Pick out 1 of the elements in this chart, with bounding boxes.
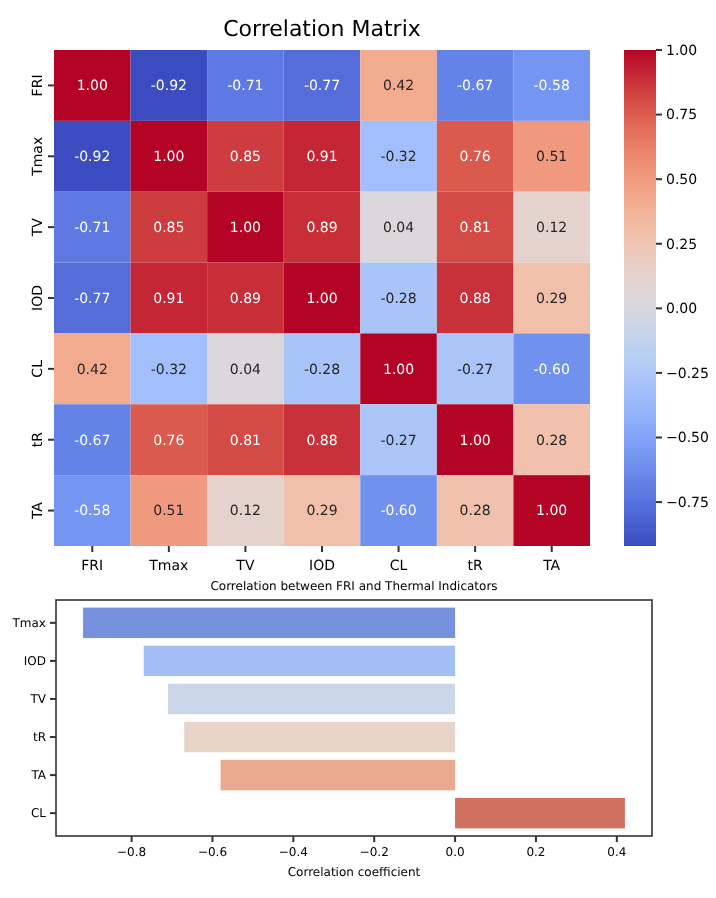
chart-title: Correlation Matrix (223, 16, 422, 42)
